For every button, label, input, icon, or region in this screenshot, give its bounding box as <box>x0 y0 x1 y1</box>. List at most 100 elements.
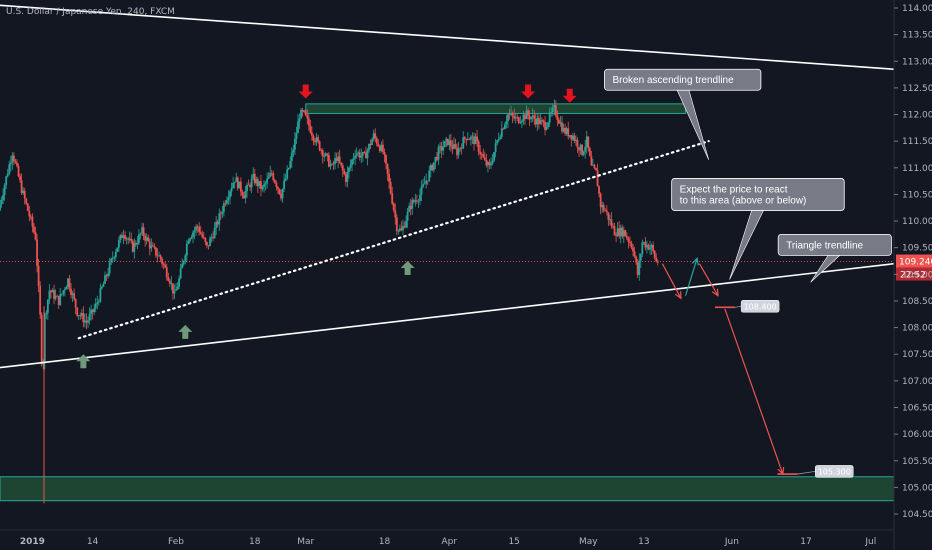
candle-body <box>314 140 316 143</box>
candle-body <box>403 226 406 228</box>
price-tick-label: 108.000 <box>902 324 932 334</box>
green-up-arrow <box>76 354 91 369</box>
candle-body <box>134 242 137 245</box>
time-tick-label: 18 <box>379 537 391 547</box>
candle-body <box>179 268 182 279</box>
time-tick-label: Apr <box>442 537 458 547</box>
candle-body <box>553 105 556 108</box>
projection-down-1-head <box>674 291 682 300</box>
symbol-legend: U.S. Dollar / Japanese Yen, 240, FXCM <box>6 7 175 17</box>
candle-body <box>84 320 86 323</box>
candle-body <box>256 179 259 187</box>
candle-body <box>284 178 287 181</box>
candle-body <box>51 290 54 293</box>
candle-body <box>43 314 46 363</box>
candle-body <box>22 190 25 194</box>
candle-body <box>459 147 462 149</box>
candle-body <box>482 154 485 158</box>
candle-body <box>632 247 634 252</box>
level-105300-box <box>815 465 854 478</box>
candle-body <box>520 120 523 123</box>
candle-body <box>306 115 309 119</box>
callout-triangle-trendline-box[interactable] <box>777 233 892 256</box>
price-tick-label: 108.500 <box>902 297 932 307</box>
candle-body <box>136 242 139 245</box>
candle-body <box>348 167 350 173</box>
candle-body <box>54 295 57 299</box>
price-axis[interactable]: 104.500 105.000 105.500 106.000 106.500 107.0… <box>894 4 932 520</box>
candle-body <box>449 140 452 147</box>
candle-body <box>599 193 602 208</box>
candle-body <box>516 117 519 118</box>
candle-body <box>124 235 126 239</box>
upper-trendline[interactable] <box>0 4 895 71</box>
broken-ascending-trendline[interactable] <box>77 140 710 340</box>
candle-body <box>581 144 584 155</box>
candle-body <box>332 163 335 165</box>
candle-body <box>579 144 582 151</box>
time-tick-label: 17 <box>800 537 811 547</box>
candle-body <box>8 164 11 174</box>
candle-body <box>559 122 562 124</box>
candle-body <box>148 241 151 249</box>
candle-body <box>431 165 434 171</box>
candle-body <box>150 245 153 249</box>
candle-body <box>294 138 296 150</box>
triangle-trendline[interactable] <box>0 262 895 369</box>
candle-body <box>300 109 302 119</box>
candle-body <box>355 153 358 156</box>
candle-body <box>323 155 326 157</box>
candle-body <box>406 211 409 221</box>
candle-body <box>236 177 239 189</box>
candle-body <box>358 152 361 158</box>
candle-body <box>50 290 52 293</box>
candle-body <box>548 112 551 123</box>
candle-body <box>235 177 238 182</box>
callout-expect-price-box[interactable] <box>671 178 845 211</box>
candle-body <box>383 152 386 156</box>
candle-body <box>68 278 71 289</box>
candle-body <box>155 247 157 256</box>
candle-body <box>128 238 131 240</box>
candle-body <box>222 203 225 212</box>
candle-body <box>343 170 346 175</box>
candle-body <box>456 147 458 156</box>
candle-body <box>534 119 537 125</box>
candle-body <box>499 136 502 139</box>
candle-body <box>522 114 525 121</box>
candle-body <box>295 133 298 139</box>
candle-body <box>292 149 295 153</box>
candle-body <box>6 173 9 177</box>
candle-body <box>11 155 14 163</box>
candle-body <box>629 241 631 244</box>
time-tick-label: Jun <box>724 537 739 547</box>
green-up-arrow <box>400 261 415 276</box>
candle-body <box>59 294 62 305</box>
candle-body <box>227 197 230 201</box>
candle-body <box>649 247 651 250</box>
candle-body <box>545 126 548 130</box>
candle-body <box>280 193 282 199</box>
price-tick-label: 110.000 <box>902 217 932 227</box>
time-axis[interactable]: 2019 14 Feb 18 Mar 18 Apr 15 May 13 Jun 17 Jul <box>20 537 876 547</box>
candle-body <box>485 159 488 166</box>
candle-body <box>605 210 608 213</box>
resistance-zone <box>305 103 687 114</box>
candle-body <box>241 191 244 196</box>
candle-body <box>621 227 624 237</box>
candle-body <box>531 115 534 118</box>
candle-body <box>524 114 526 119</box>
candle-body <box>77 315 80 317</box>
candle-body <box>74 298 77 308</box>
candle-body <box>494 143 497 152</box>
candle-body <box>335 158 338 161</box>
candle-body <box>502 128 505 130</box>
candle-body <box>108 262 111 274</box>
candle-body <box>426 180 429 182</box>
callout-broken-trendline-box[interactable] <box>604 68 762 91</box>
candle-body <box>230 188 233 192</box>
candle-body <box>45 312 48 315</box>
candle-body <box>107 273 109 277</box>
candle-body <box>14 161 17 163</box>
